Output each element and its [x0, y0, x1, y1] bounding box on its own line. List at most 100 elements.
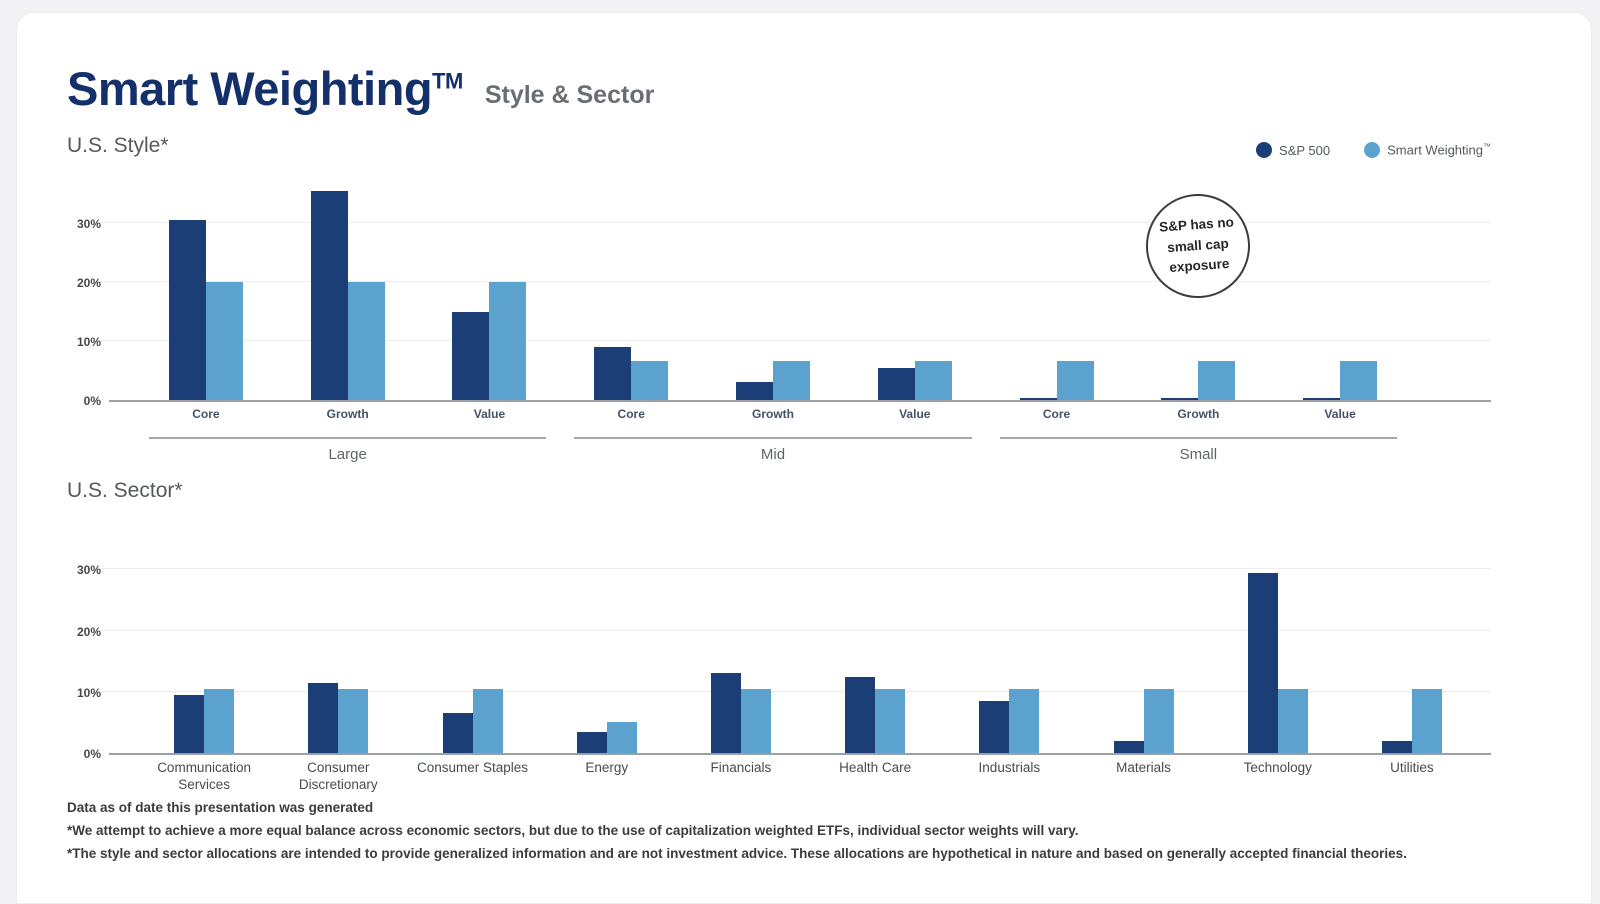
bar-smart-weighting — [1340, 360, 1378, 400]
style-chart-title: U.S. Style* — [67, 134, 169, 157]
y-tick-label: 20% — [76, 276, 101, 291]
category-financials — [674, 547, 808, 753]
legend-item-sp500: S&P 500 — [1256, 142, 1330, 158]
category-label: Value — [473, 407, 506, 421]
gridline — [101, 281, 1491, 283]
footnote-sector-balance: *We attempt to achieve a more equal bala… — [67, 822, 1079, 838]
group-labels-row: Large Mid Small — [109, 437, 1491, 463]
category-value — [844, 184, 986, 400]
bar-smart-weighting — [875, 688, 906, 753]
bar-smart-weighting — [204, 688, 235, 753]
y-tick-label: 30% — [76, 563, 101, 578]
legend-label-sp500: S&P 500 — [1279, 142, 1331, 158]
bar-s-p-500 — [736, 382, 773, 400]
category-label: Health Care — [839, 760, 912, 775]
bar-smart-weighting — [606, 722, 637, 753]
y-tick-label: 10% — [76, 335, 101, 350]
gridline — [101, 690, 1491, 692]
bar-s-p-500 — [310, 190, 348, 400]
y-tick-label: 0% — [83, 394, 101, 408]
group-underline — [574, 437, 972, 439]
sector-chart-title: U.S. Sector* — [67, 479, 183, 502]
gridline — [101, 340, 1491, 342]
plot-area — [101, 547, 1491, 755]
bar-s-p-500 — [452, 311, 490, 400]
bar-s-p-500 — [1303, 398, 1341, 400]
category-label: Consumer Staples — [416, 760, 529, 775]
category-label: Consumer Discretionary — [298, 760, 378, 792]
bar-s-p-500 — [168, 220, 206, 400]
category-label: Value — [899, 407, 931, 421]
page-title: Smart WeightingTM — [67, 65, 463, 112]
category-communication-services — [137, 547, 271, 753]
group-label: Small — [1179, 446, 1218, 463]
gridline — [101, 629, 1491, 631]
group-small — [986, 184, 1411, 400]
y-tick-label: 30% — [76, 217, 101, 232]
category-core — [986, 184, 1128, 400]
legend-label-smart-weighting: Smart Weighting™ — [1387, 142, 1491, 157]
y-tick-label: 0% — [83, 747, 101, 761]
bar-smart-weighting — [472, 688, 503, 753]
category-labels-row: Communication Services Consumer Discretio… — [109, 760, 1491, 794]
category-core — [135, 184, 277, 400]
style-chart-header: U.S. Style* S&P 500 Smart Weighting™ — [67, 134, 1591, 158]
group-all — [137, 547, 1479, 753]
gridline — [101, 222, 1491, 224]
category-growth — [702, 184, 844, 400]
category-value — [419, 184, 561, 400]
footnote-disclaimer: *The style and sector allocations are in… — [67, 845, 1407, 861]
bar-smart-weighting — [205, 282, 243, 400]
bar-s-p-500 — [1247, 572, 1278, 753]
annotation-text: exposure — [1168, 256, 1230, 276]
category-label: Growth — [326, 407, 369, 421]
style-chart: 0% 10% 20% 30% S&P has no small cap exposure Co… — [67, 184, 1491, 463]
category-label: Energy — [585, 760, 629, 775]
category-industrials — [942, 547, 1076, 753]
bars-row — [109, 184, 1491, 400]
bar-smart-weighting — [631, 360, 669, 400]
category-utilities — [1345, 547, 1479, 753]
category-materials — [1076, 547, 1210, 753]
bar-s-p-500 — [979, 701, 1010, 753]
sp500-color-swatch — [1256, 142, 1273, 158]
group-label: Mid — [760, 446, 786, 463]
category-label: Communication Services — [157, 760, 251, 792]
bar-s-p-500 — [877, 367, 915, 400]
group-span-large: Large — [135, 437, 560, 463]
category-label: Growth — [1177, 407, 1220, 421]
sector-chart: 0% 10% 20% 30% Communication Services Consume… — [67, 547, 1491, 794]
bar-smart-weighting — [1056, 360, 1094, 400]
category-health-care — [808, 547, 942, 753]
gridline — [101, 568, 1491, 570]
page-subtitle: Style & Sector — [484, 81, 655, 109]
legend-label-smart-weighting-text: Smart Weighting — [1387, 142, 1483, 158]
bar-s-p-500 — [576, 731, 607, 753]
smart-weighting-color-swatch — [1364, 142, 1381, 158]
chart-legend: S&P 500 Smart Weighting™ — [1256, 142, 1491, 158]
bar-s-p-500 — [1381, 740, 1412, 753]
category-energy — [540, 547, 674, 753]
y-tick-label: 10% — [76, 685, 101, 700]
bar-s-p-500 — [1019, 398, 1057, 400]
bars-row — [109, 547, 1491, 753]
footnotes: Data as of date this presentation was ge… — [67, 797, 1537, 866]
bar-smart-weighting — [1009, 688, 1040, 753]
legend-item-smart-weighting: Smart Weighting™ — [1364, 142, 1491, 158]
bar-smart-weighting — [347, 282, 385, 400]
bar-smart-weighting — [1277, 688, 1308, 753]
bar-s-p-500 — [174, 694, 205, 753]
footnote-data-as-of: Data as of date this presentation was ge… — [67, 799, 374, 815]
category-label: Utilities — [1390, 760, 1434, 775]
bar-s-p-500 — [710, 673, 741, 753]
trademark-superscript: TM — [432, 68, 463, 94]
y-axis: 0% 10% 20% 30% — [67, 547, 109, 761]
category-growth — [1127, 184, 1269, 400]
bar-s-p-500 — [308, 682, 339, 753]
category-label: Technology — [1243, 760, 1312, 775]
group-label: Large — [328, 446, 367, 463]
bar-smart-weighting — [489, 282, 527, 400]
category-core — [560, 184, 702, 400]
group-mid — [560, 184, 985, 400]
